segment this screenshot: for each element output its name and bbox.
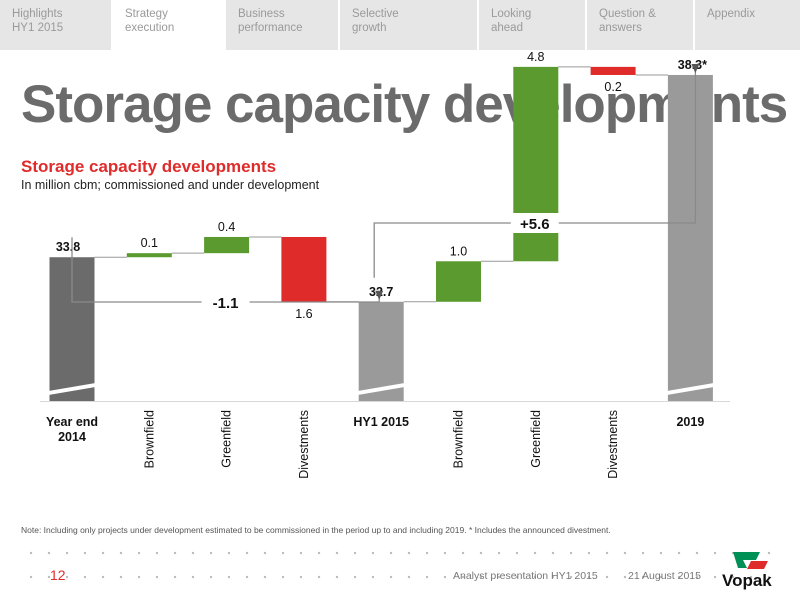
category-label-8: 2019 [676,415,704,429]
tab-highlights[interactable]: Highlights HY1 2015 [0,0,111,50]
data-label-2: 0.4 [218,220,235,234]
bracket-label-0: -1.1 [213,295,239,312]
data-label-6: 4.8 [527,50,544,64]
category-label-5: Brownfield [452,410,466,468]
bar-1 [126,253,172,258]
axis-break-mark [48,383,96,395]
bracket-label-bg-0 [201,292,250,312]
bar-7 [590,66,636,75]
category-label-1: Brownfield [142,410,156,468]
category-label-4: HY1 2015 [353,415,409,429]
footnote: Note: Including only projects under deve… [21,525,611,535]
data-label-1: 0.1 [141,236,158,250]
tab-business-performance[interactable]: Business performance [226,0,338,50]
bar-5 [436,261,481,302]
tab-question-answers[interactable]: Question & answers [587,0,693,50]
category-label-7: Divestments [606,410,620,479]
footer-presentation: Analyst presentation HY1 2015 [453,570,598,582]
axis-break-mark [666,383,714,395]
section-nav: Highlights HY1 2015 Strategy execution B… [0,0,800,50]
logo-mark-green [733,552,760,568]
footer-dots-top [22,551,772,555]
data-label-3: 1.6 [295,307,312,321]
bar-8 [667,74,713,401]
waterfall-chart: 33.80.10.41.632.71.04.80.238.3*Year end2… [40,50,730,479]
data-label-7: 0.2 [604,80,621,94]
bracket-arrow-0 [375,290,384,300]
vopak-logo: Vopak [722,552,772,590]
tab-appendix[interactable]: Appendix [695,0,800,50]
category-label-2: Greenfield [220,410,234,468]
footer-date: 21 August 2015 [628,570,701,582]
category-label-6: Greenfield [529,410,543,468]
page-title-bold: Storage [21,75,212,134]
logo-wordmark: Vopak [722,571,772,590]
axis-break-mark [357,383,405,395]
footer-dots-bottom [22,575,772,579]
tab-looking-ahead[interactable]: Looking ahead [479,0,585,50]
tab-strategy-execution[interactable]: Strategy execution [113,0,224,50]
bar-3 [281,236,327,302]
tab-selective-growth[interactable]: Selective growth [340,0,477,50]
data-label-5: 1.0 [450,244,467,258]
chart-title: Storage capacity developments [21,157,277,176]
bracket-label-1: +5.6 [520,216,550,233]
data-label-0: 33.8 [56,240,80,254]
category-label-0: Year end 2014 [46,415,98,444]
logo-mark-red [747,561,768,569]
bracket-label-bg-1 [510,213,559,233]
page-number: 12 [50,567,66,583]
category-label-3: Divestments [297,410,311,479]
bracket-arrow-1 [691,63,700,73]
bar-2 [204,236,250,254]
chart-subtitle: In million cbm; commissioned and under d… [21,178,320,192]
